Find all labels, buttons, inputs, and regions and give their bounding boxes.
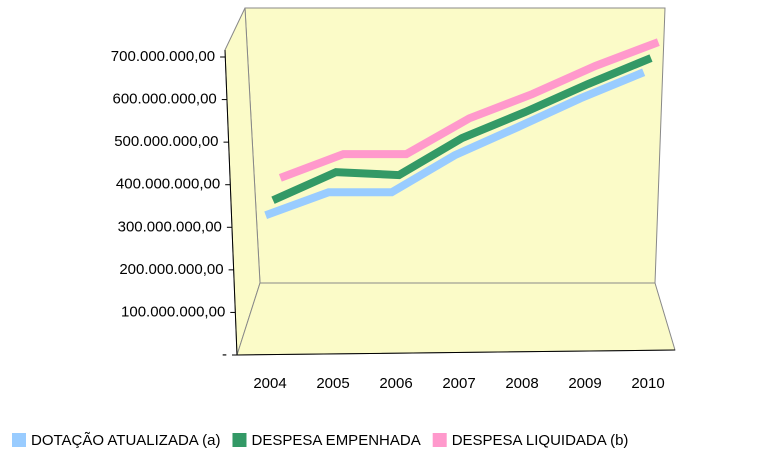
legend-label: DESPESA LIQUIDADA (b): [452, 432, 629, 449]
y-axis: [224, 49, 238, 356]
x-tick-label: 2005: [316, 375, 349, 392]
y-tick-label: 300.000.000,00: [118, 218, 222, 235]
series-line: [278, 38, 660, 182]
x-tick-label: 2006: [379, 375, 412, 392]
series-line: [271, 54, 653, 204]
x-tick-label: 2007: [442, 375, 475, 392]
floor: [236, 282, 676, 356]
legend-label: DOTAÇÃO ATUALIZADA (a): [31, 432, 220, 449]
y-tick-label: 400.000.000,00: [116, 176, 220, 193]
y-tick-label: 600.000.000,00: [113, 91, 217, 108]
x-tick-label: 2008: [505, 375, 538, 392]
x-tick-label: 2004: [253, 375, 286, 392]
series-line: [264, 68, 646, 220]
y-tick-label: 200.000.000,00: [119, 261, 223, 278]
legend-label: DESPESA EMPENHADA: [251, 432, 420, 449]
legend-swatch: [12, 433, 26, 447]
y-tick-label: -: [222, 346, 227, 363]
legend-swatch: [432, 433, 447, 447]
x-tick-label: 2010: [631, 375, 664, 392]
legend-swatch: [232, 433, 247, 447]
y-tick-label: 100.000.000,00: [121, 303, 225, 320]
y-tick-label: 500.000.000,00: [114, 133, 218, 150]
x-axis: [236, 349, 676, 356]
x-tick-label: 2009: [568, 375, 601, 392]
y-tick-label: 700.000.000,00: [111, 48, 215, 65]
